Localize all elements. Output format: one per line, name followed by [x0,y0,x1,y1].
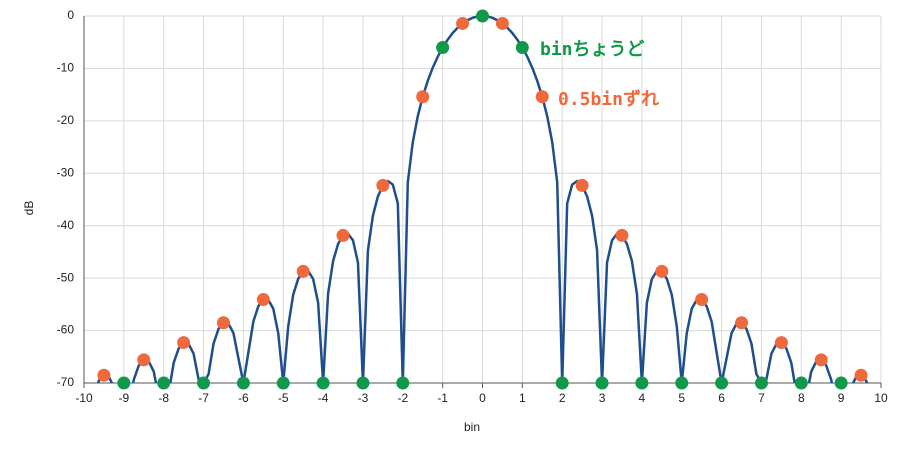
y-tick-label: -10 [57,61,75,75]
y-tick-label: -70 [57,375,75,389]
point [735,316,749,330]
point [416,90,430,104]
point [854,368,868,382]
point [794,376,808,390]
y-tick-label: -20 [57,113,75,127]
x-tick-label: -7 [198,391,209,405]
point [436,41,450,55]
point [615,228,629,242]
x-tick-label: -9 [119,391,130,405]
x-tick-label: -10 [75,391,93,405]
point [137,353,151,367]
x-tick-label: -1 [437,391,448,405]
x-tick-label: -3 [358,391,369,405]
y-tick-label: -30 [57,165,75,179]
point [97,368,111,382]
x-tick-label: 3 [599,391,606,405]
point [695,292,709,306]
y-tick-label: -60 [57,323,75,337]
x-tick-label: 5 [678,391,685,405]
y-tick-label: 0 [67,8,74,22]
x-tick-label: -5 [278,391,289,405]
point [296,264,310,278]
x-tick-label: -2 [397,391,408,405]
y-tick-label: -50 [57,270,75,284]
x-tick-label: 2 [559,391,566,405]
point [216,316,230,330]
point [675,376,689,390]
point [515,41,529,55]
point [575,178,589,192]
y-axis-label: dB [22,201,36,216]
x-tick-label: 9 [838,391,845,405]
point [774,336,788,350]
y-tick-label: -40 [57,218,75,232]
point [336,228,350,242]
x-tick-label: 6 [718,391,725,405]
point [595,376,609,390]
point [476,9,489,23]
x-axis-label: bin [464,420,480,434]
point [356,376,370,390]
point [535,90,549,104]
point [635,376,649,390]
x-tick-label: 4 [639,391,646,405]
point [117,376,131,390]
point [177,336,191,350]
point [715,376,729,390]
point [555,376,569,390]
x-tick-label: 7 [758,391,765,405]
point [655,264,669,278]
point [396,376,410,390]
point [814,353,828,367]
x-tick-label: 1 [519,391,526,405]
legend-label: binちょうど [540,39,645,60]
point [157,376,171,390]
point [456,16,470,30]
point [754,376,768,390]
legend-label: 0.5binずれ [558,89,659,110]
x-tick-label: -4 [318,391,329,405]
point [276,376,290,390]
point [316,376,330,390]
x-tick-label: -8 [158,391,169,405]
point [495,16,509,30]
x-tick-label: 8 [798,391,805,405]
point [236,376,250,390]
point [197,376,211,390]
x-tick-label: -6 [238,391,249,405]
point [834,376,848,390]
x-tick-label: 0 [479,391,486,405]
x-tick-label: 10 [874,391,888,405]
point [376,178,390,192]
point [256,292,270,306]
